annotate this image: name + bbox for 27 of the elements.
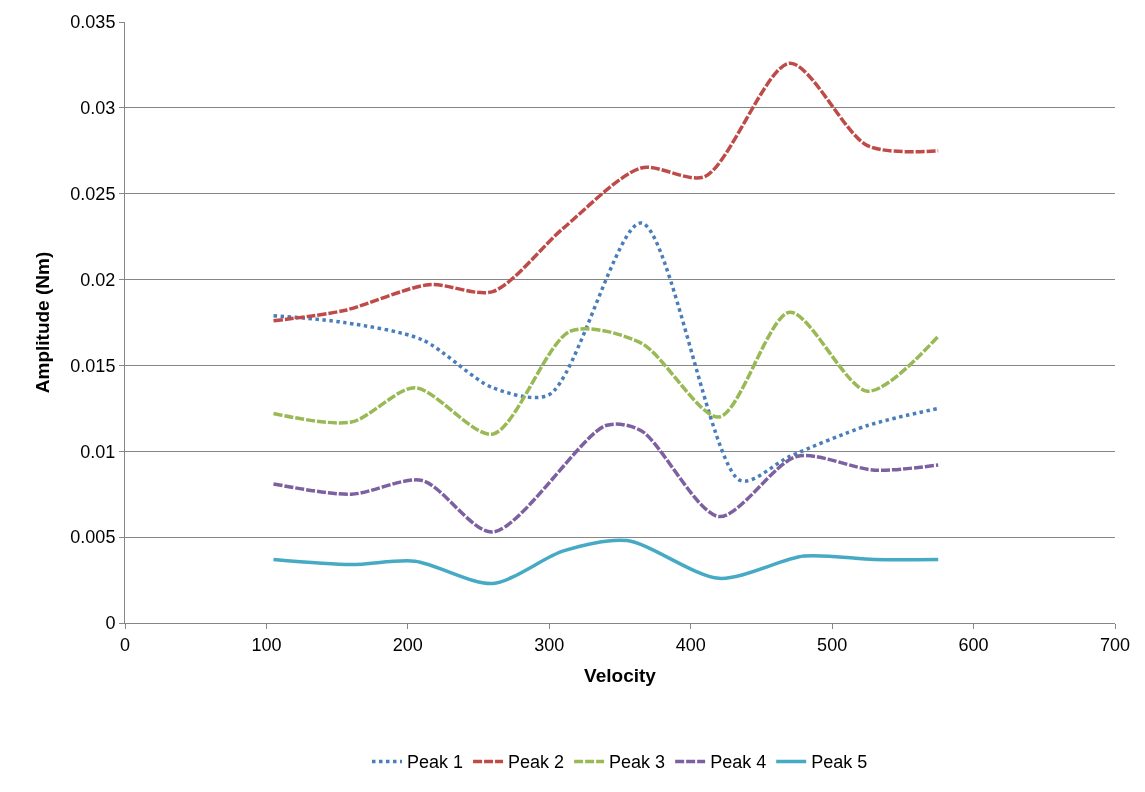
x-tick-label: 700	[1099, 634, 1131, 655]
x-tick-label: 200	[392, 634, 423, 655]
legend-label: Peak 3	[609, 752, 666, 773]
x-tick-label: 400	[675, 634, 706, 655]
y-tick-label: 0.015	[70, 355, 116, 376]
line-series	[271, 221, 940, 483]
legend-label: Peak 5	[811, 752, 868, 773]
y-tick-label: 0.005	[70, 527, 116, 548]
y-tick-label: 0.025	[70, 184, 116, 205]
y-tick-label: 0.035	[70, 12, 116, 33]
line-series	[271, 538, 940, 586]
y-tick-label: 0.01	[80, 441, 116, 462]
y-axis-title: Amplitude (Nm)	[32, 251, 54, 394]
y-tick-label: 0.02	[80, 269, 116, 290]
legend-label: Peak 4	[710, 752, 767, 773]
x-tick-label: 100	[251, 634, 282, 655]
x-tick-label: 600	[958, 634, 989, 655]
y-tick-label: 0	[105, 613, 116, 634]
legend-label: Peak 2	[508, 752, 565, 773]
line-series	[271, 422, 940, 534]
line-series	[271, 310, 940, 436]
legend-label: Peak 1	[407, 752, 464, 773]
x-axis-title: Velocity	[584, 665, 657, 687]
y-tick-label: 0.03	[80, 98, 116, 119]
x-tick-label: 0	[119, 634, 131, 655]
x-tick-label: 500	[817, 634, 848, 655]
x-tick-label: 300	[534, 634, 565, 655]
